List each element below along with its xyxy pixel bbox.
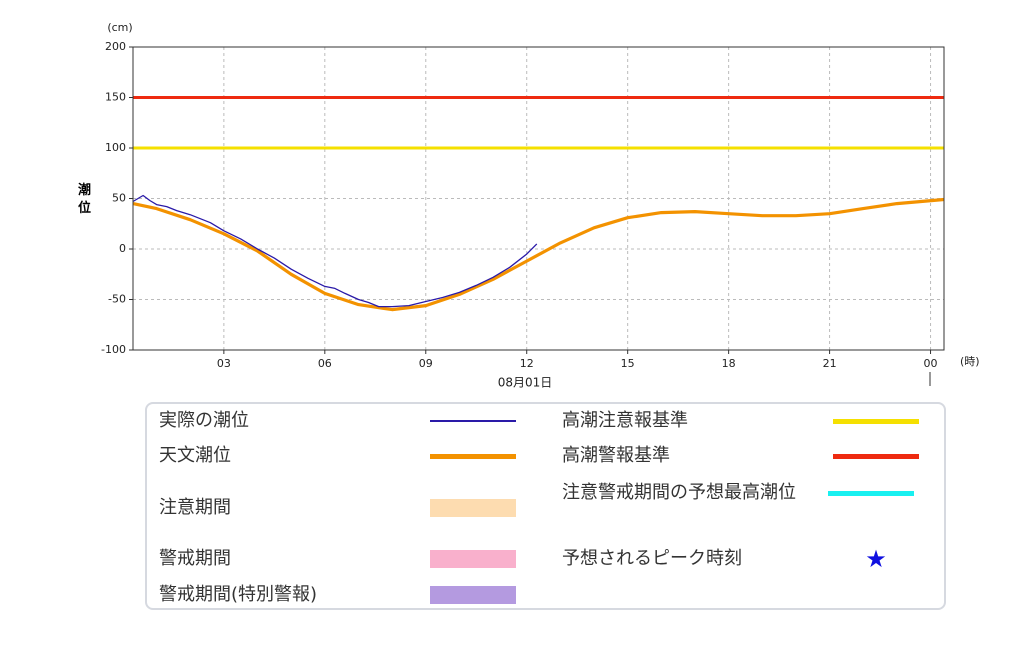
swatch: [833, 418, 919, 424]
swatch: [430, 453, 516, 459]
legend-label: 天文潮位: [159, 445, 231, 466]
y-tick-label: 100: [105, 141, 126, 154]
date-label: 08月01日: [498, 376, 553, 390]
swatch: [828, 490, 914, 496]
x-tick-label: 21: [823, 357, 837, 370]
legend-symbol: [832, 453, 920, 459]
legend: 実際の潮位天文潮位注意期間警戒期間警戒期間(特別警報) 高潮注意報基準 高潮警報基準…: [145, 402, 946, 610]
legend-item: 予想されるピーク時刻 ★: [562, 544, 920, 574]
x-tick-label: 12: [520, 357, 534, 370]
legend-symbol: ★: [832, 545, 920, 573]
swatch: [430, 499, 516, 517]
legend-symbol: [429, 420, 517, 422]
series-line: [132, 194, 538, 308]
legend-label: 高潮警報基準: [562, 445, 670, 466]
x-tick-label: 18: [722, 357, 736, 370]
y-tick-label: 50: [112, 192, 126, 205]
x-tick-label: 00: [924, 357, 938, 370]
legend-label: 実際の潮位: [159, 410, 249, 431]
x-tick-label: 06: [318, 357, 332, 370]
legend-item: 警戒期間: [159, 544, 517, 574]
legend-item: 注意警戒期間の予想最高潮位: [562, 478, 915, 508]
legend-label: 警戒期間: [159, 548, 231, 569]
chart: (cm) (時) 08月01日 -100 -50 0 50 100 150 200 03 06 0…: [101, 21, 980, 390]
x-tick-label: 03: [217, 357, 231, 370]
y-tick-label: 200: [105, 40, 126, 53]
legend-item: 実際の潮位: [159, 406, 517, 436]
y-axis-label: 潮位: [78, 183, 92, 216]
legend-label: 警戒期間(特別警報): [159, 584, 318, 605]
y-tick-label: -100: [101, 343, 126, 356]
plot-frame: [132, 46, 945, 351]
legend-item: 警戒期間(特別警報): [159, 580, 517, 610]
legend-label: 高潮注意報基準: [562, 410, 688, 431]
legend-item: 高潮注意報基準: [562, 406, 920, 436]
legend-symbol: [429, 499, 517, 517]
star: ★: [865, 545, 887, 573]
series-line: [132, 197, 945, 312]
swatch: [833, 453, 919, 459]
y-unit: (cm): [107, 21, 132, 34]
x-tick-label: 09: [419, 357, 433, 370]
x-tick-label: 15: [621, 357, 635, 370]
legend-symbol: [429, 550, 517, 568]
y-tick-label: 0: [119, 242, 126, 255]
legend-symbol: [429, 453, 517, 459]
y-tick-label: 150: [105, 91, 126, 104]
legend-symbol: [429, 586, 517, 604]
swatch: [430, 586, 516, 604]
swatch: [430, 420, 516, 422]
legend-symbol: [832, 418, 920, 424]
legend-symbol: [827, 490, 915, 496]
x-unit: (時): [960, 355, 980, 368]
legend-item: 高潮警報基準: [562, 441, 920, 471]
legend-label: 注意警戒期間の予想最高潮位: [562, 482, 796, 503]
legend-item: 注意期間: [159, 493, 517, 523]
y-tick-label: -50: [108, 293, 126, 306]
legend-label: 予想されるピーク時刻: [562, 548, 742, 569]
legend-label: 注意期間: [159, 497, 231, 518]
swatch: [430, 550, 516, 568]
legend-item: 天文潮位: [159, 441, 517, 471]
